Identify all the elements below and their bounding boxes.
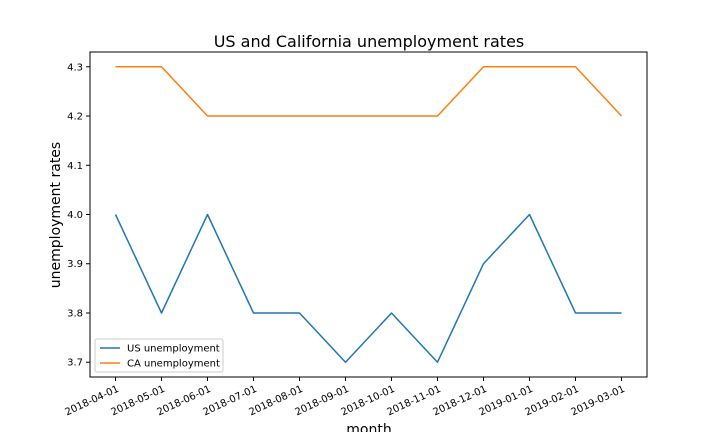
plot-frame [89, 51, 648, 378]
y-tick-label: 3.9 [67, 259, 83, 270]
y-tick-label: 4.0 [67, 210, 83, 221]
y-tick-label: 4.2 [67, 112, 83, 123]
y-axis-label: unemployment rates [48, 142, 64, 288]
legend-entry: US unemployment [127, 344, 220, 355]
legend-box [94, 338, 224, 373]
x-axis-label: month [346, 422, 391, 432]
series-line-us [114, 213, 622, 363]
series-line-ca [115, 66, 623, 117]
y-tick-label: 3.7 [67, 358, 83, 369]
chart-title: US and California unemployment rates [214, 32, 525, 51]
y-tick-label: 4.3 [67, 62, 83, 73]
y-tick-label: 3.8 [67, 308, 83, 319]
legend-entry: CA unemployment [127, 359, 220, 370]
y-tick-label: 4.1 [67, 161, 83, 172]
plot-area: 3.73.83.94.04.14.24.32018-04-012018-05-0… [63, 51, 648, 418]
